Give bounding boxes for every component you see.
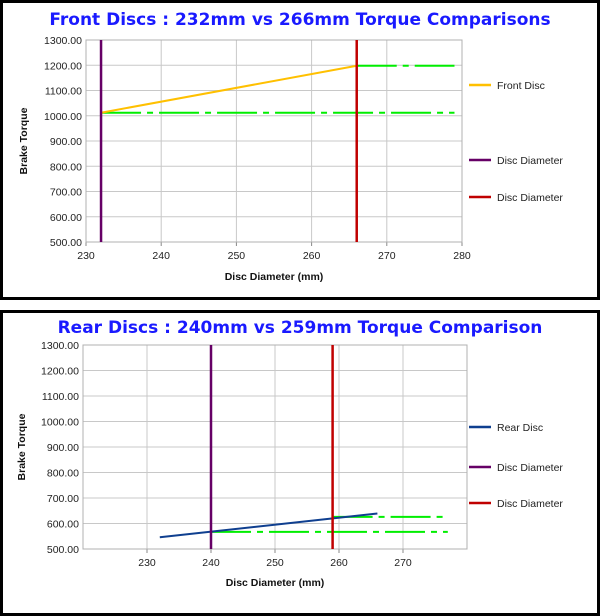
y-tick-label: 1200.00 (44, 60, 82, 72)
x-axis-label: Disc Diameter (mm) (226, 577, 325, 589)
rear-discs-chart: 500.00 600.00 700.00 800.00 900.00 1000.00 110… (16, 340, 563, 589)
x-tick-label: 240 (152, 250, 170, 262)
x-axis-label: Disc Diameter (mm) (225, 271, 324, 283)
series-line-rear-disc (159, 512, 378, 539)
x-tick-label: 230 (77, 250, 95, 262)
front-discs-panel: Front Discs : 232mm vs 266mm Torque Comp… (0, 0, 600, 300)
y-tick-label: 1000.00 (44, 111, 82, 123)
y-tick-label: 500.00 (47, 544, 79, 556)
y-axis-label: Brake Torque (16, 413, 28, 480)
y-tick-label: 800.00 (47, 468, 79, 480)
legend-label: Disc Diameter (497, 155, 563, 167)
x-tick-label: 270 (394, 557, 412, 569)
front-discs-chart: 500.00 600.00 700.00 800.00 900.00 1000.00 110… (18, 35, 563, 283)
x-tick-label: 250 (228, 250, 246, 262)
y-tick-label: 1100.00 (45, 86, 82, 98)
chart-title: Front Discs : 232mm vs 266mm Torque Comp… (49, 10, 551, 30)
y-tick-label: 700.00 (50, 187, 82, 199)
x-tick-label: 280 (453, 250, 471, 262)
x-tick-label: 240 (202, 557, 220, 569)
x-tick-label: 260 (330, 557, 348, 569)
y-tick-label: 1300.00 (41, 340, 79, 352)
y-tick-label: 600.00 (50, 212, 82, 224)
x-tick-label: 270 (378, 250, 396, 262)
legend-label: Disc Diameter (497, 462, 563, 474)
legend-label: Disc Diameter (497, 498, 563, 510)
y-axis-label: Brake Torque (18, 107, 30, 174)
y-tick-label: 900.00 (47, 442, 79, 454)
y-tick-label: 800.00 (50, 161, 82, 173)
chart-title: Rear Discs : 240mm vs 259mm Torque Compa… (57, 318, 543, 338)
plot-area (85, 39, 463, 243)
plot-area (82, 344, 468, 550)
x-tick-label: 250 (266, 557, 284, 569)
y-tick-label: 1000.00 (41, 417, 79, 429)
y-tick-label: 1300.00 (44, 35, 82, 47)
x-tick-label: 230 (138, 557, 156, 569)
x-tick-label: 260 (303, 250, 321, 262)
y-tick-label: 1100.00 (42, 391, 79, 403)
y-tick-label: 700.00 (47, 493, 79, 505)
legend-label: Rear Disc (497, 422, 543, 434)
series-line-front-disc (100, 64, 357, 114)
y-tick-label: 1200.00 (41, 366, 79, 378)
y-tick-label: 600.00 (47, 519, 79, 531)
legend-label: Disc Diameter (497, 192, 563, 204)
y-tick-label: 500.00 (50, 237, 82, 249)
y-tick-label: 900.00 (50, 136, 82, 148)
rear-discs-panel: Rear Discs : 240mm vs 259mm Torque Compa… (0, 310, 600, 616)
legend-label: Front Disc (497, 80, 545, 92)
